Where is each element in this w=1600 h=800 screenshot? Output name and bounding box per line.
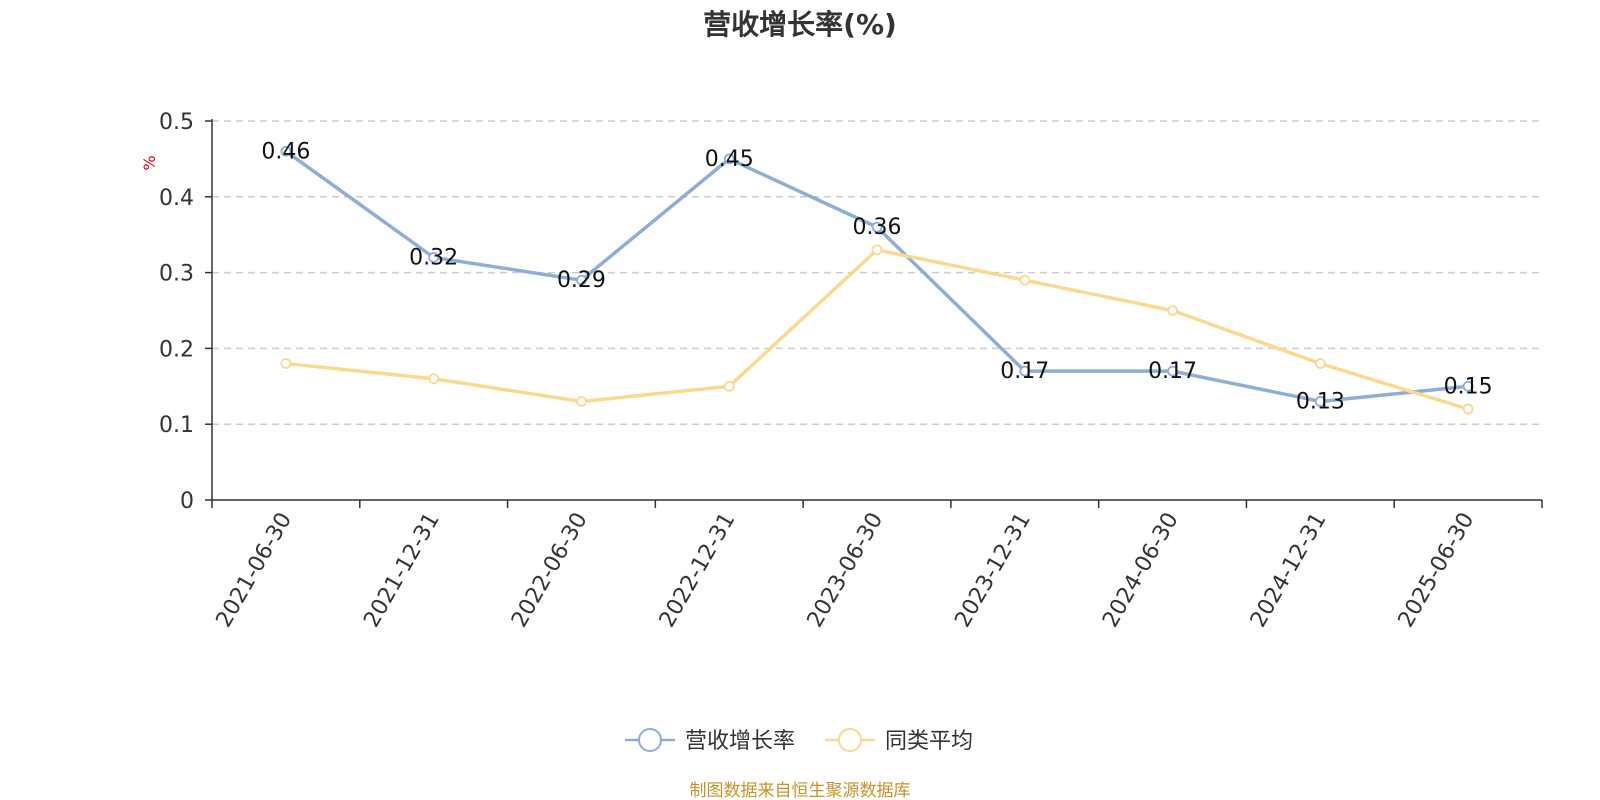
- x-tick-label-2022-06-30: 2022-06-30: [507, 509, 593, 632]
- series-1-point-8: [1462, 380, 1474, 392]
- data-label-2: 0.29: [557, 268, 606, 293]
- legend-circle-icon: [638, 728, 662, 752]
- y-tick-label-0: 0: [180, 489, 194, 514]
- series-1-point-7: [1314, 396, 1326, 407]
- legend-label-2: 同类平均: [885, 729, 973, 754]
- series-2-point-8: [1462, 403, 1474, 415]
- x-tick-label-2023-06-30: 2023-06-30: [803, 509, 889, 632]
- series-2-point-5: [1019, 274, 1031, 286]
- series-line-2: [285, 248, 1469, 411]
- legend-item-2[interactable]: 同类平均: [825, 728, 973, 754]
- series-1-point-6: [1167, 365, 1178, 377]
- data-label-6: 0.17: [1148, 359, 1197, 384]
- y-tick-label-5: 0.5: [159, 110, 194, 135]
- data-label-5: 0.17: [1000, 359, 1049, 384]
- y-tick-label-4: 0.4: [159, 186, 194, 211]
- series-1-point-3: [723, 153, 735, 165]
- data-label-0: 0.46: [261, 139, 310, 164]
- data-labels: 0.46 0.32 0.29 0.45 0.36 0.17 0.17 0.13 0.15: [261, 139, 1492, 414]
- series-2-point-6: [1167, 305, 1178, 316]
- data-label-1: 0.32: [409, 245, 458, 270]
- data-label-7: 0.13: [1296, 389, 1345, 414]
- x-tick-label-2021-12-31: 2021-12-31: [359, 509, 445, 632]
- source-note: 制图数据来自恒生聚源数据库: [690, 781, 911, 800]
- series-1-point-5: [1019, 365, 1031, 377]
- series-1-point-0: [280, 145, 292, 157]
- series-1-point-2: [576, 274, 587, 286]
- series-line-1: [284, 149, 1469, 404]
- legend-label-1: 营收增长率: [685, 729, 795, 754]
- x-tick-label-2023-12-31: 2023-12-31: [950, 509, 1036, 632]
- x-tick-label-2021-06-30: 2021-06-30: [212, 509, 298, 632]
- grid-lines: [212, 120, 1542, 425]
- data-label-8: 0.15: [1444, 374, 1493, 399]
- x-tick-label-2022-12-31: 2022-12-31: [655, 509, 741, 632]
- legend[interactable]: 营收增长率 同类平均: [625, 728, 973, 754]
- series-1-point-4: [871, 221, 883, 233]
- y-tick-label-3: 0.3: [159, 262, 194, 287]
- series-2-point-1: [428, 373, 440, 385]
- y-tick-label-1: 0.1: [159, 413, 194, 438]
- data-label-3: 0.45: [705, 147, 754, 172]
- series-2-point-0: [280, 358, 292, 369]
- chart-title: 营收增长率(%): [703, 8, 897, 41]
- x-tick-label-2024-06-30: 2024-06-30: [1098, 509, 1184, 632]
- series-2-point-3: [723, 380, 735, 392]
- y-axis-unit-label: %: [140, 155, 159, 170]
- x-tick-label-2025-06-30: 2025-06-30: [1394, 509, 1480, 632]
- series-2-point-4: [871, 244, 883, 256]
- series-2-point-2: [576, 396, 587, 407]
- series-1-point-1: [428, 252, 440, 263]
- series-2-point-7: [1314, 358, 1326, 369]
- x-tick-label-2024-12-31: 2024-12-31: [1246, 509, 1332, 632]
- data-label-4: 0.36: [853, 215, 902, 240]
- series-lines: [280, 145, 1474, 415]
- legend-circle-icon: [838, 728, 862, 752]
- y-tick-label-2: 0.2: [159, 337, 194, 362]
- legend-item-1[interactable]: 营收增长率: [625, 728, 795, 754]
